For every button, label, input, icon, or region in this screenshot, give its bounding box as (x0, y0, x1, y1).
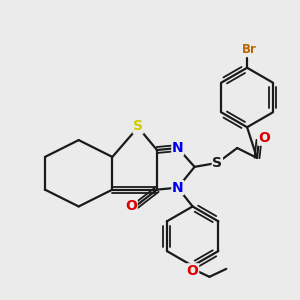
Text: S: S (133, 119, 143, 133)
Text: O: O (258, 131, 270, 145)
Text: N: N (172, 181, 184, 195)
Text: O: O (187, 264, 199, 278)
Text: S: S (212, 156, 222, 170)
Text: O: O (125, 200, 137, 214)
Text: N: N (172, 141, 184, 155)
Text: Br: Br (242, 44, 256, 56)
